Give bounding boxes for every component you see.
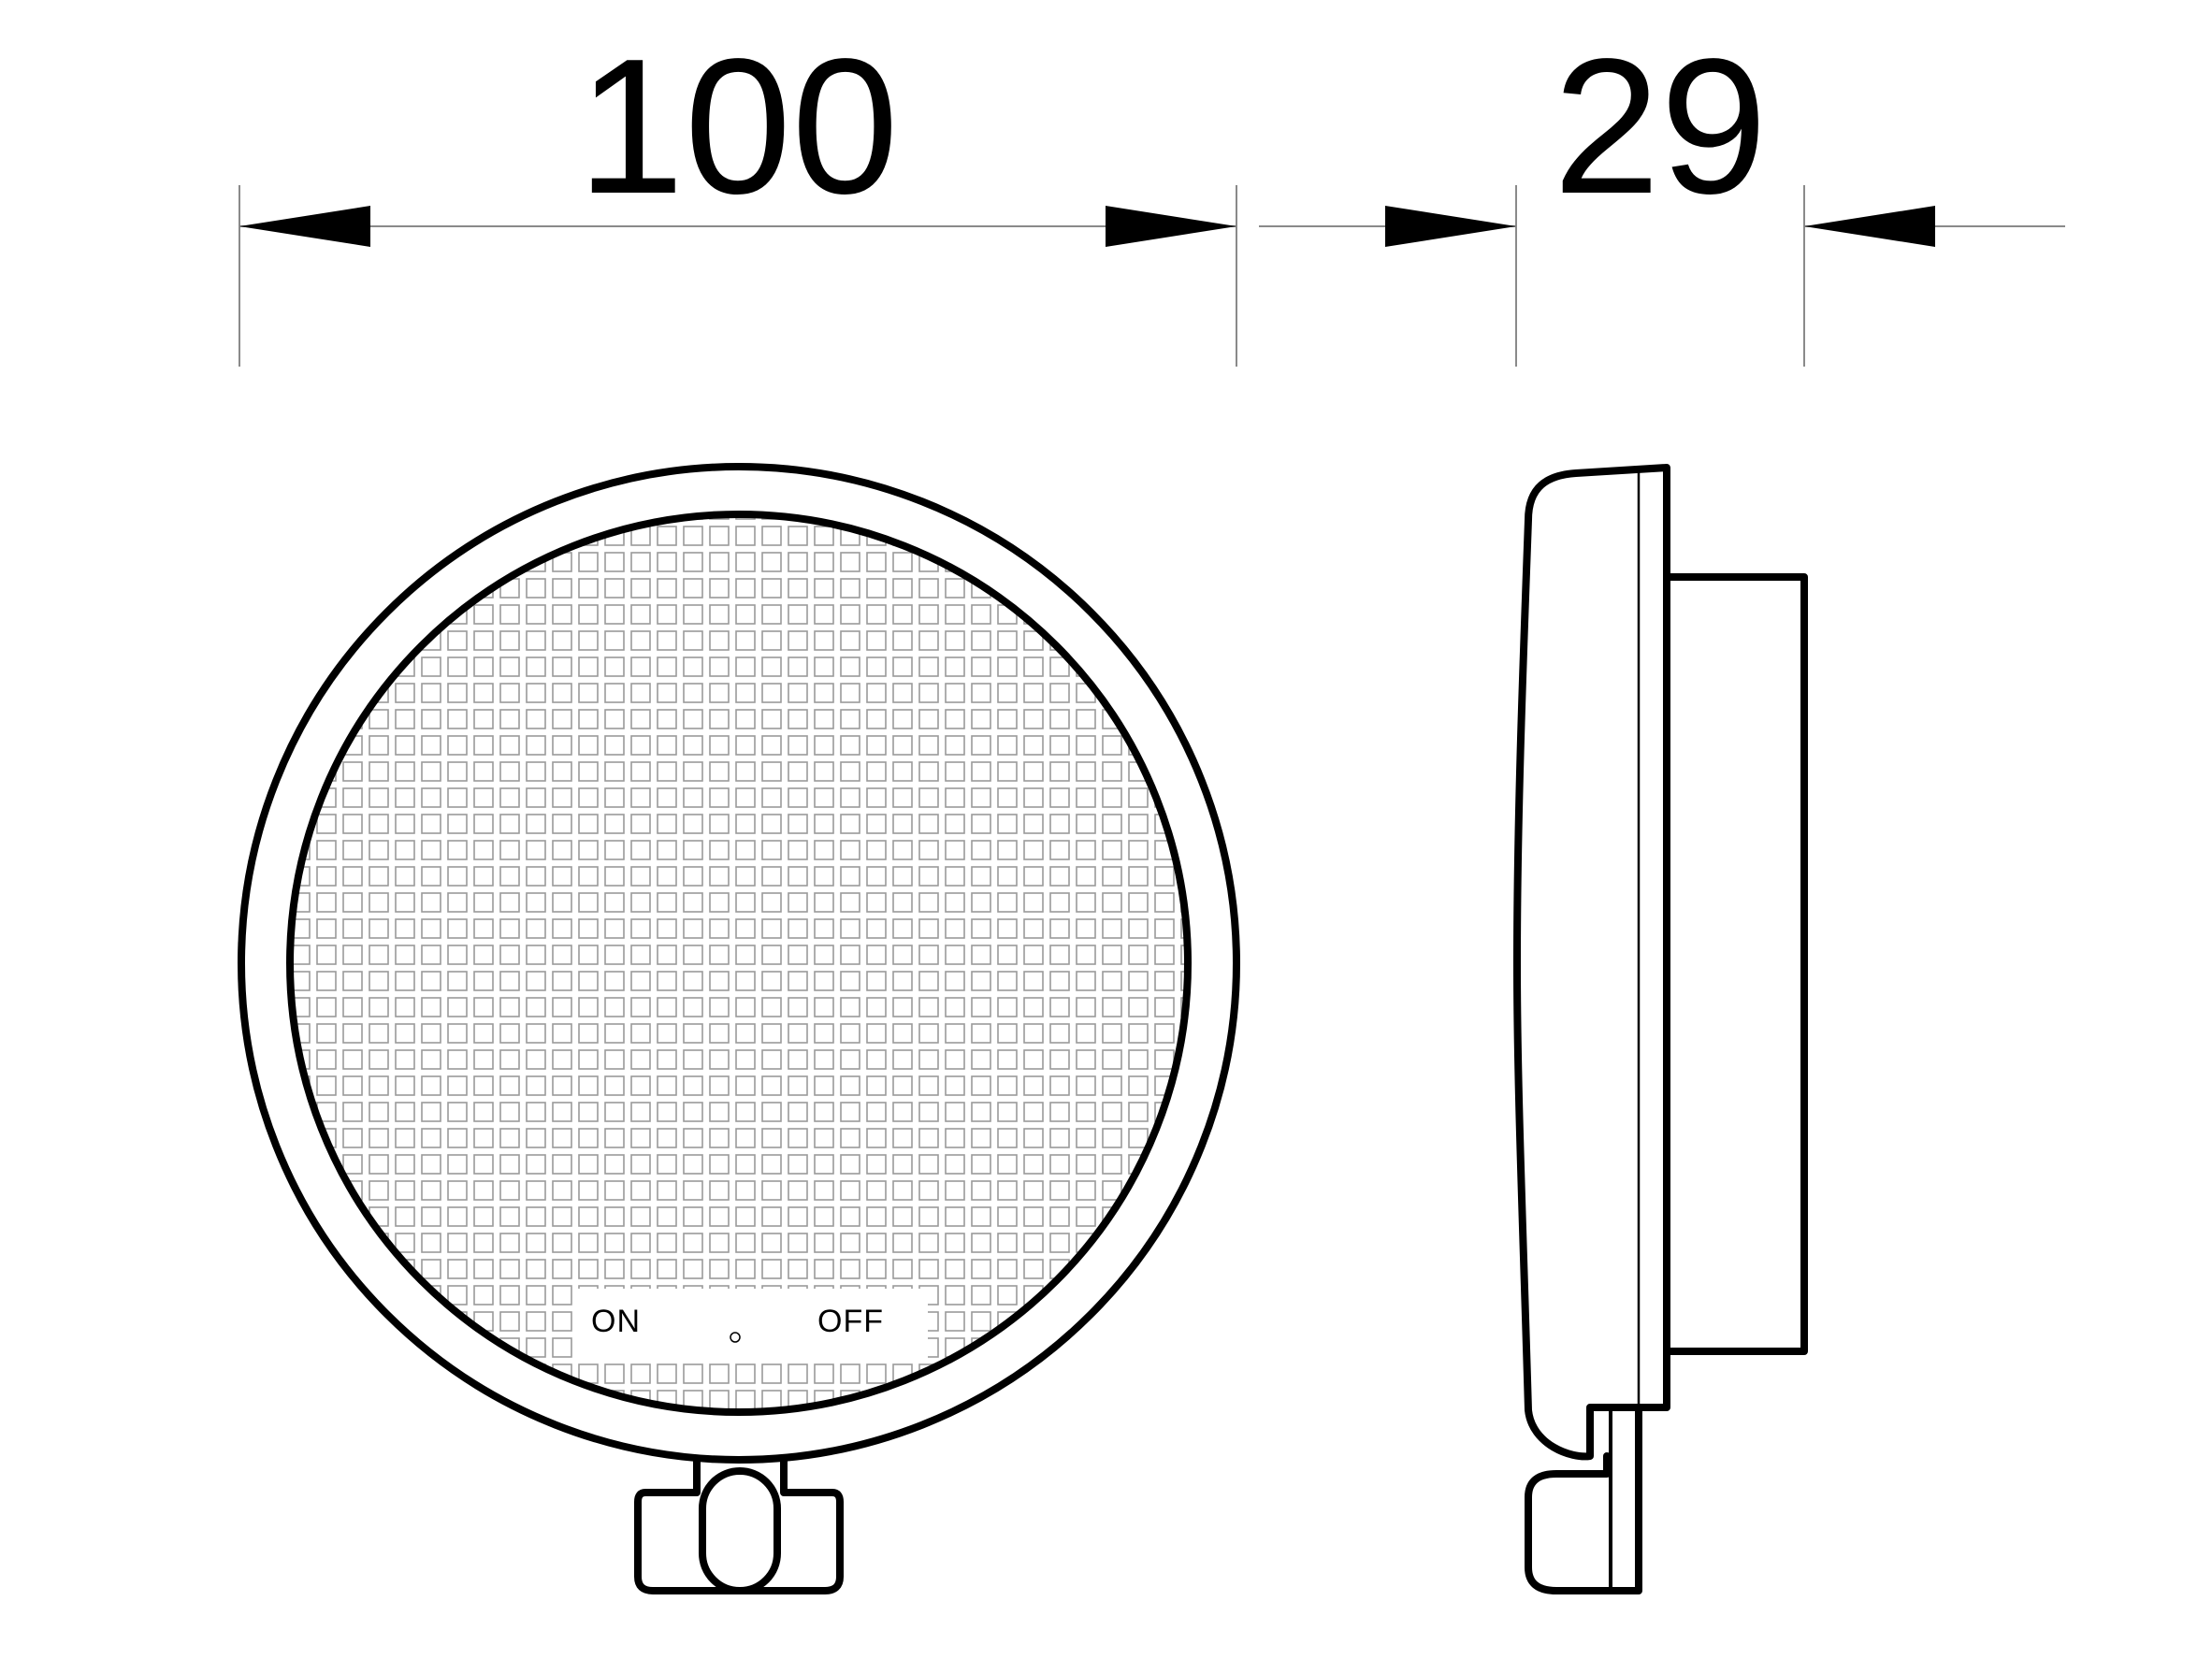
depth-dimension: 29 bbox=[1259, 19, 2065, 367]
switch-on-label: ON bbox=[591, 1304, 641, 1339]
side-view bbox=[1513, 464, 1808, 1594]
switch-label-area bbox=[572, 1289, 928, 1363]
lens-rim bbox=[286, 511, 1192, 1416]
width-dimension: 100 bbox=[239, 19, 1237, 367]
depth-arrow-left bbox=[1385, 206, 1516, 247]
switch-off-label: OFF bbox=[817, 1304, 884, 1339]
switch-tab bbox=[634, 1456, 844, 1594]
width-value: 100 bbox=[577, 19, 899, 234]
depth-arrow-right bbox=[1804, 206, 1935, 247]
front-view: ON OFF bbox=[238, 463, 1240, 1594]
width-arrow-left bbox=[239, 206, 370, 247]
depth-value: 29 bbox=[1553, 19, 1767, 234]
outer-bezel bbox=[238, 463, 1240, 1464]
side-body bbox=[1513, 464, 1670, 1461]
rear-housing bbox=[1663, 573, 1808, 1355]
lens-grid bbox=[292, 516, 1186, 1410]
width-arrow-right bbox=[1106, 206, 1236, 247]
side-switch-tab bbox=[1525, 1404, 1642, 1594]
switch-indicator bbox=[730, 1332, 741, 1343]
switch-knob bbox=[699, 1467, 781, 1594]
